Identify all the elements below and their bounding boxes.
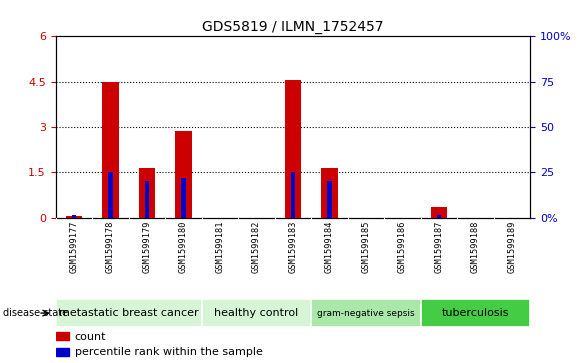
Bar: [108, 172, 113, 218]
Text: GSM1599177: GSM1599177: [69, 220, 79, 273]
Text: metastatic breast cancer: metastatic breast cancer: [59, 308, 199, 318]
Bar: [321, 168, 338, 218]
Bar: [56, 332, 69, 340]
Text: disease state: disease state: [3, 308, 68, 318]
Bar: [437, 215, 441, 218]
Title: GDS5819 / ILMN_1752457: GDS5819 / ILMN_1752457: [202, 20, 384, 34]
Bar: [311, 299, 421, 327]
Text: healthy control: healthy control: [214, 308, 299, 318]
Bar: [181, 178, 186, 218]
Bar: [145, 181, 149, 218]
Text: GSM1599189: GSM1599189: [507, 220, 517, 273]
Bar: [328, 181, 332, 218]
Bar: [291, 172, 295, 218]
Bar: [285, 80, 301, 218]
Bar: [71, 215, 76, 218]
Text: GSM1599187: GSM1599187: [435, 220, 444, 273]
Text: percentile rank within the sample: percentile rank within the sample: [74, 347, 263, 357]
Bar: [66, 216, 82, 218]
Text: GSM1599184: GSM1599184: [325, 220, 334, 273]
Text: GSM1599185: GSM1599185: [362, 220, 370, 273]
Text: GSM1599178: GSM1599178: [106, 220, 115, 273]
Bar: [139, 168, 155, 218]
Text: gram-negative sepsis: gram-negative sepsis: [317, 309, 415, 318]
Text: GSM1599180: GSM1599180: [179, 220, 188, 273]
Bar: [102, 82, 118, 218]
Bar: [175, 131, 192, 218]
Bar: [56, 299, 202, 327]
Text: GSM1599186: GSM1599186: [398, 220, 407, 273]
Bar: [202, 299, 311, 327]
Bar: [421, 299, 530, 327]
Text: GSM1599183: GSM1599183: [288, 220, 298, 273]
Text: tuberculosis: tuberculosis: [442, 308, 509, 318]
Text: GSM1599182: GSM1599182: [252, 220, 261, 273]
Text: GSM1599188: GSM1599188: [471, 220, 480, 273]
Text: GSM1599179: GSM1599179: [142, 220, 151, 273]
Bar: [431, 207, 447, 218]
Text: GSM1599181: GSM1599181: [216, 220, 224, 273]
Text: count: count: [74, 331, 106, 342]
Bar: [56, 348, 69, 356]
